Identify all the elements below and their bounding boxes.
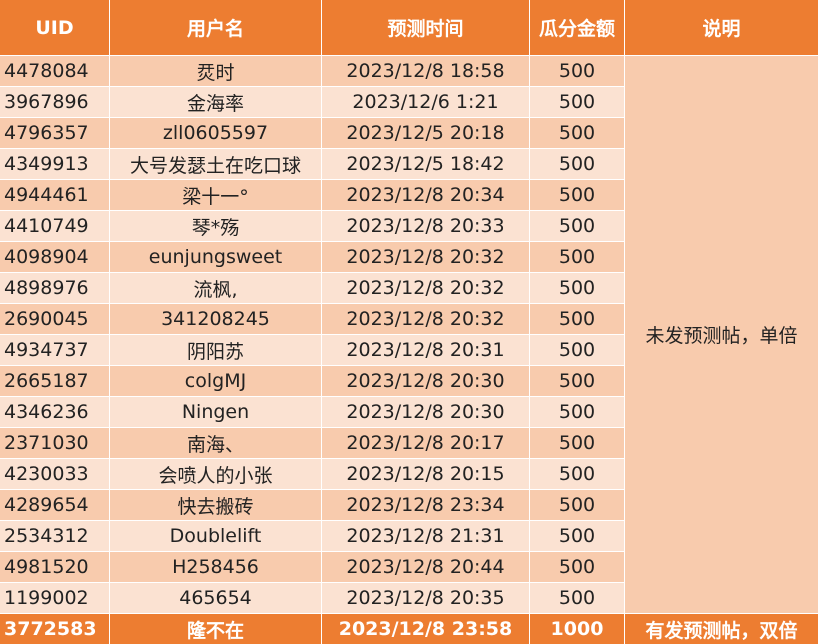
time-cell: 2023/12/8 20:32 (322, 273, 529, 303)
uid-cell: 2665187 (0, 366, 109, 396)
column-header: 用户名 (110, 0, 321, 55)
uid-cell: 4346236 (0, 397, 109, 427)
amount-cell: 500 (530, 335, 624, 365)
time-cell: 2023/12/8 18:58 (322, 56, 529, 86)
amount-cell: 500 (530, 56, 624, 86)
amount-cell: 500 (530, 118, 624, 148)
amount-cell: 500 (530, 211, 624, 241)
username-cell: 梁十一° (110, 180, 321, 210)
time-cell: 2023/12/8 20:32 (322, 304, 529, 334)
username-cell: 快去搬砖 (110, 490, 321, 520)
username-cell: zll0605597 (110, 118, 321, 148)
username-cell: H258456 (110, 552, 321, 582)
username-cell: 琴*殇 (110, 211, 321, 241)
time-cell: 2023/12/8 20:35 (322, 583, 529, 613)
time-cell: 2023/12/8 20:17 (322, 428, 529, 458)
time-cell: 2023/12/8 20:32 (322, 242, 529, 272)
uid-cell: 4098904 (0, 242, 109, 272)
time-cell: 2023/12/8 20:30 (322, 366, 529, 396)
username-cell: 流枫, (110, 273, 321, 303)
uid-cell: 2690045 (0, 304, 109, 334)
amount-cell: 500 (530, 428, 624, 458)
uid-cell: 4410749 (0, 211, 109, 241)
time-cell: 2023/12/8 20:15 (322, 459, 529, 489)
amount-cell: 500 (530, 149, 624, 179)
username-cell: eunjungsweet (110, 242, 321, 272)
username-cell: colgMJ (110, 366, 321, 396)
uid-cell: 4934737 (0, 335, 109, 365)
time-cell: 2023/12/8 20:31 (322, 335, 529, 365)
column-header: UID (0, 0, 109, 55)
time-cell: 2023/12/8 20:30 (322, 397, 529, 427)
amount-cell: 500 (530, 552, 624, 582)
amount-cell: 500 (530, 273, 624, 303)
amount-cell: 500 (530, 366, 624, 396)
uid-cell: 4230033 (0, 459, 109, 489)
amount-cell: 500 (530, 459, 624, 489)
uid-cell: 3967896 (0, 87, 109, 117)
username-cell: Ningen (110, 397, 321, 427)
time-cell: 2023/12/8 23:34 (322, 490, 529, 520)
note-cell: 有发预测帖，双倍 (625, 614, 818, 644)
uid-cell: 4349913 (0, 149, 109, 179)
amount-cell: 500 (530, 490, 624, 520)
time-cell: 2023/12/8 21:31 (322, 521, 529, 551)
amount-cell: 500 (530, 242, 624, 272)
time-cell: 2023/12/8 20:33 (322, 211, 529, 241)
uid-cell: 4944461 (0, 180, 109, 210)
amount-cell: 500 (530, 304, 624, 334)
amount-cell: 500 (530, 397, 624, 427)
username-cell: 465654 (110, 583, 321, 613)
note-cell: 未发预测帖，单倍 (625, 56, 818, 613)
uid-cell: 2534312 (0, 521, 109, 551)
username-cell: 烎时 (110, 56, 321, 86)
username-cell: 大号发瑟土在吃口球 (110, 149, 321, 179)
uid-cell: 4478084 (0, 56, 109, 86)
time-cell: 2023/12/8 23:58 (322, 614, 529, 644)
uid-cell: 4981520 (0, 552, 109, 582)
username-cell: 隆不在 (110, 614, 321, 644)
amount-cell: 500 (530, 521, 624, 551)
uid-cell: 2371030 (0, 428, 109, 458)
column-header: 瓜分金额 (530, 0, 624, 55)
uid-cell: 4289654 (0, 490, 109, 520)
amount-cell: 500 (530, 87, 624, 117)
uid-cell: 1199002 (0, 583, 109, 613)
username-cell: 金海率 (110, 87, 321, 117)
username-cell: 341208245 (110, 304, 321, 334)
uid-cell: 4898976 (0, 273, 109, 303)
amount-cell: 1000 (530, 614, 624, 644)
time-cell: 2023/12/6 1:21 (322, 87, 529, 117)
username-cell: 阴阳苏 (110, 335, 321, 365)
username-cell: 南海、 (110, 428, 321, 458)
time-cell: 2023/12/5 18:42 (322, 149, 529, 179)
amount-cell: 500 (530, 583, 624, 613)
time-cell: 2023/12/8 20:44 (322, 552, 529, 582)
column-header: 说明 (625, 0, 818, 55)
amount-cell: 500 (530, 180, 624, 210)
username-cell: Doublelift (110, 521, 321, 551)
uid-cell: 4796357 (0, 118, 109, 148)
uid-cell: 3772583 (0, 614, 109, 644)
time-cell: 2023/12/8 20:34 (322, 180, 529, 210)
username-cell: 会喷人的小张 (110, 459, 321, 489)
column-header: 预测时间 (322, 0, 529, 55)
time-cell: 2023/12/5 20:18 (322, 118, 529, 148)
